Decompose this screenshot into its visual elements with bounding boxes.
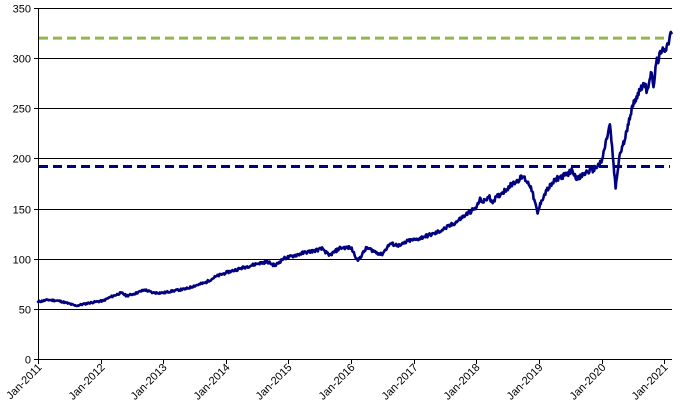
x-tick-label: Jan-2012 bbox=[67, 362, 108, 403]
x-axis-ticks bbox=[38, 359, 665, 364]
y-tick-label: 50 bbox=[19, 305, 31, 317]
y-tick-label: 200 bbox=[13, 154, 31, 166]
y-tick-label: 250 bbox=[13, 104, 31, 116]
y-tick-label: 0 bbox=[25, 355, 31, 367]
x-tick-label: Jan-2013 bbox=[129, 362, 170, 403]
reference-lines bbox=[39, 36, 670, 168]
x-tick-label: Jan-2017 bbox=[380, 362, 421, 403]
x-tick-label: Jan-2015 bbox=[254, 362, 295, 403]
axes bbox=[38, 8, 672, 360]
y-tick-label: 100 bbox=[13, 255, 31, 267]
x-axis-tick-labels: Jan-2011 Jan-2012 Jan-2013 Jan-2014 Jan-2015… bbox=[4, 362, 670, 403]
y-tick-label: 350 bbox=[13, 4, 31, 16]
y-tick-label: 150 bbox=[13, 205, 31, 217]
x-tick-label: Jan-2021 bbox=[630, 362, 671, 403]
x-tick-label: Jan-2011 bbox=[4, 362, 44, 402]
grid-lines bbox=[34, 8, 672, 360]
x-tick-label: Jan-2016 bbox=[317, 362, 358, 403]
series-layer bbox=[36, 30, 673, 308]
x-tick-label: Jan-2014 bbox=[192, 362, 233, 403]
y-tick-label: 300 bbox=[13, 54, 31, 66]
price-series-line bbox=[36, 30, 673, 308]
x-tick-label: Jan-2018 bbox=[442, 362, 483, 403]
x-tick-label: Jan-2019 bbox=[505, 362, 546, 403]
y-axis-tick-labels: 0 50 100 150 200 250 300 350 bbox=[13, 4, 31, 367]
x-tick-label: Jan-2020 bbox=[568, 362, 609, 403]
